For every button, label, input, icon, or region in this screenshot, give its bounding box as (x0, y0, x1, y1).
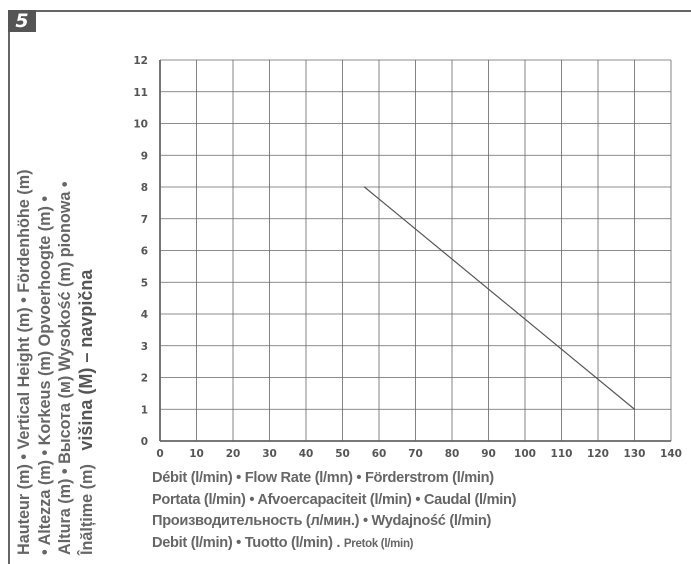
x-tick-60: 60 (372, 448, 387, 460)
x-tick-110: 110 (551, 448, 573, 460)
y-tick-5: 5 (141, 277, 148, 289)
plot-border (159, 60, 671, 442)
frame-top-border (8, 10, 691, 12)
x-tick-90: 90 (481, 448, 496, 460)
y-tick-11: 11 (133, 87, 148, 99)
x-tick-30: 30 (262, 448, 277, 460)
y-tick-2: 2 (141, 373, 148, 385)
x-tick-0: 0 (156, 448, 163, 460)
data-point-0-1 (633, 408, 636, 410)
y-tick-10: 10 (133, 119, 148, 131)
series-layer (363, 186, 636, 410)
x-axis-label-line-2: Portata (l/min) • Afvoercapaciteit (l/mi… (152, 491, 517, 508)
horizontal-gridlines (160, 59, 671, 442)
y-tick-8: 8 (141, 182, 148, 194)
y-tick-6: 6 (141, 246, 148, 258)
x-axis-label-line-4a: Debit (l/min) • Tuotto (l/min) . (152, 534, 344, 551)
y-tick-1: 1 (141, 404, 148, 416)
data-point-0-0 (363, 186, 365, 188)
x-tick-10: 10 (189, 448, 204, 460)
y-tick-3: 3 (141, 341, 148, 353)
x-tick-labels: 0 10 20 30 40 50 60 70 80 90 100 110 120 130 140 (156, 448, 682, 460)
x-tick-40: 40 (299, 448, 314, 460)
x-axis-label-line-4: Debit (l/min) • Tuotto (l/min) . Pretok … (152, 533, 682, 556)
x-axis-label-line-4b: Pretok (l/min) (343, 537, 414, 550)
x-axis-label-line-1: Débit (l/min) • Flow Rate (l/mn) • Förde… (152, 470, 494, 486)
y-tick-7: 7 (141, 214, 148, 226)
x-tick-140: 140 (660, 448, 682, 460)
y-tick-12: 12 (133, 55, 148, 67)
y-tick-4: 4 (141, 309, 148, 321)
x-tick-130: 130 (624, 448, 646, 460)
x-tick-70: 70 (408, 448, 423, 460)
y-tick-9: 9 (141, 150, 148, 162)
series-line-0 (364, 186, 635, 410)
y-tick-0: 0 (141, 436, 148, 448)
x-tick-50: 50 (335, 448, 350, 460)
x-tick-120: 120 (587, 448, 609, 460)
x-tick-20: 20 (226, 448, 241, 460)
x-axis-label: Débit (l/min) • Flow Rate (l/mn) • Förde… (152, 468, 682, 555)
x-tick-100: 100 (514, 448, 536, 460)
x-axis-label-line-3: Производительность (л/мин.) • Wydajność … (152, 513, 492, 529)
frame-left-border (8, 10, 10, 564)
x-tick-80: 80 (445, 448, 460, 460)
figure-number-badge: 5 (8, 10, 36, 32)
